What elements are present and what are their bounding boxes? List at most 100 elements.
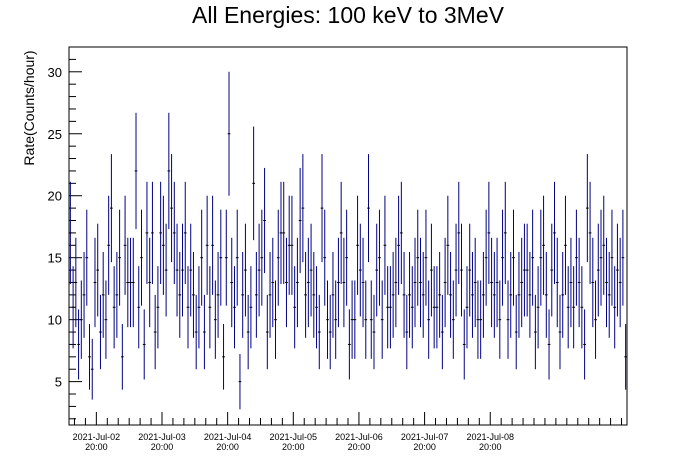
data-point [577,237,581,328]
data-point [427,280,431,359]
x-tick-time: 20:00 [282,442,305,452]
data-point [471,251,474,338]
data-point [162,195,165,295]
data-point [167,112,171,230]
y-tick-label: 10 [48,313,62,328]
data-point [454,223,458,317]
data-point [498,280,502,359]
data-point [421,251,425,338]
data-point [216,251,220,338]
data-point [334,280,338,359]
data-point [156,266,160,349]
data-point [364,280,368,359]
data-point [558,294,562,370]
data-point [123,195,127,295]
data-point [205,195,209,295]
data-point [181,223,184,317]
data-point [126,237,130,328]
data-point [224,209,228,306]
data-point [276,209,280,306]
data-point [446,195,450,295]
data-point [227,71,231,196]
data-point [118,209,121,306]
data-point [249,266,253,349]
data-point [588,181,592,285]
data-point [93,237,97,328]
x-tick-time: 20:00 [413,442,436,452]
data-point [115,251,119,338]
data-point [512,209,515,306]
data-point [309,223,313,317]
data-point [79,280,83,359]
data-point [613,266,617,349]
data-point [534,294,537,370]
data-point [468,223,472,317]
data-point [328,294,332,370]
data-point [104,280,108,359]
data-point [282,181,286,285]
data-point [265,294,269,370]
data-point [315,266,318,349]
data-point [490,237,493,328]
x-tick-time: 20:00 [85,442,108,452]
data-point [219,209,223,306]
data-point [624,324,627,390]
data-point [271,237,275,328]
data-point [616,223,619,317]
data-point [389,266,392,349]
data-point [566,266,570,349]
data-point [607,251,611,338]
x-tick-date: 2021-Jul-03 [138,432,186,442]
data-point [539,209,543,306]
data-point [356,195,359,295]
data-point [435,266,439,349]
data-point [399,181,403,285]
data-point [203,294,206,370]
data-point [342,237,346,328]
data-point [386,266,390,349]
data-point [101,251,105,338]
data-point [134,112,138,230]
data-point [107,195,111,295]
data-point [492,251,496,338]
data-point [599,209,603,306]
data-point [572,266,576,349]
data-point [618,237,622,328]
data-point [69,181,72,285]
data-point [112,266,116,349]
data-point [402,251,406,338]
data-point [547,309,551,380]
data-point [99,294,102,370]
data-point [531,209,534,306]
y-tick-label: 5 [55,375,62,390]
data-point [159,181,162,285]
data-point [268,251,272,338]
data-point [213,280,217,359]
data-point [430,223,433,317]
data-point [564,195,567,295]
data-point [189,223,193,317]
data-point [462,309,466,380]
data-point [175,223,179,317]
data-point [605,237,608,328]
data-point [591,237,595,328]
data-point [501,209,504,306]
data-point [585,154,589,263]
data-point [306,237,310,328]
y-tick-label: 25 [48,127,62,142]
data-point [528,251,532,338]
data-point [208,266,212,349]
data-point [246,294,250,370]
data-point [244,223,247,317]
data-point [465,266,469,349]
y-tick-label: 20 [48,189,62,204]
x-tick-time: 20:00 [479,442,502,452]
data-point [487,181,491,285]
y-tick-label: 15 [48,251,62,266]
data-point [142,309,146,380]
data-point [140,209,143,306]
data-point [170,154,173,263]
data-point [476,280,480,359]
data-point [369,280,373,359]
